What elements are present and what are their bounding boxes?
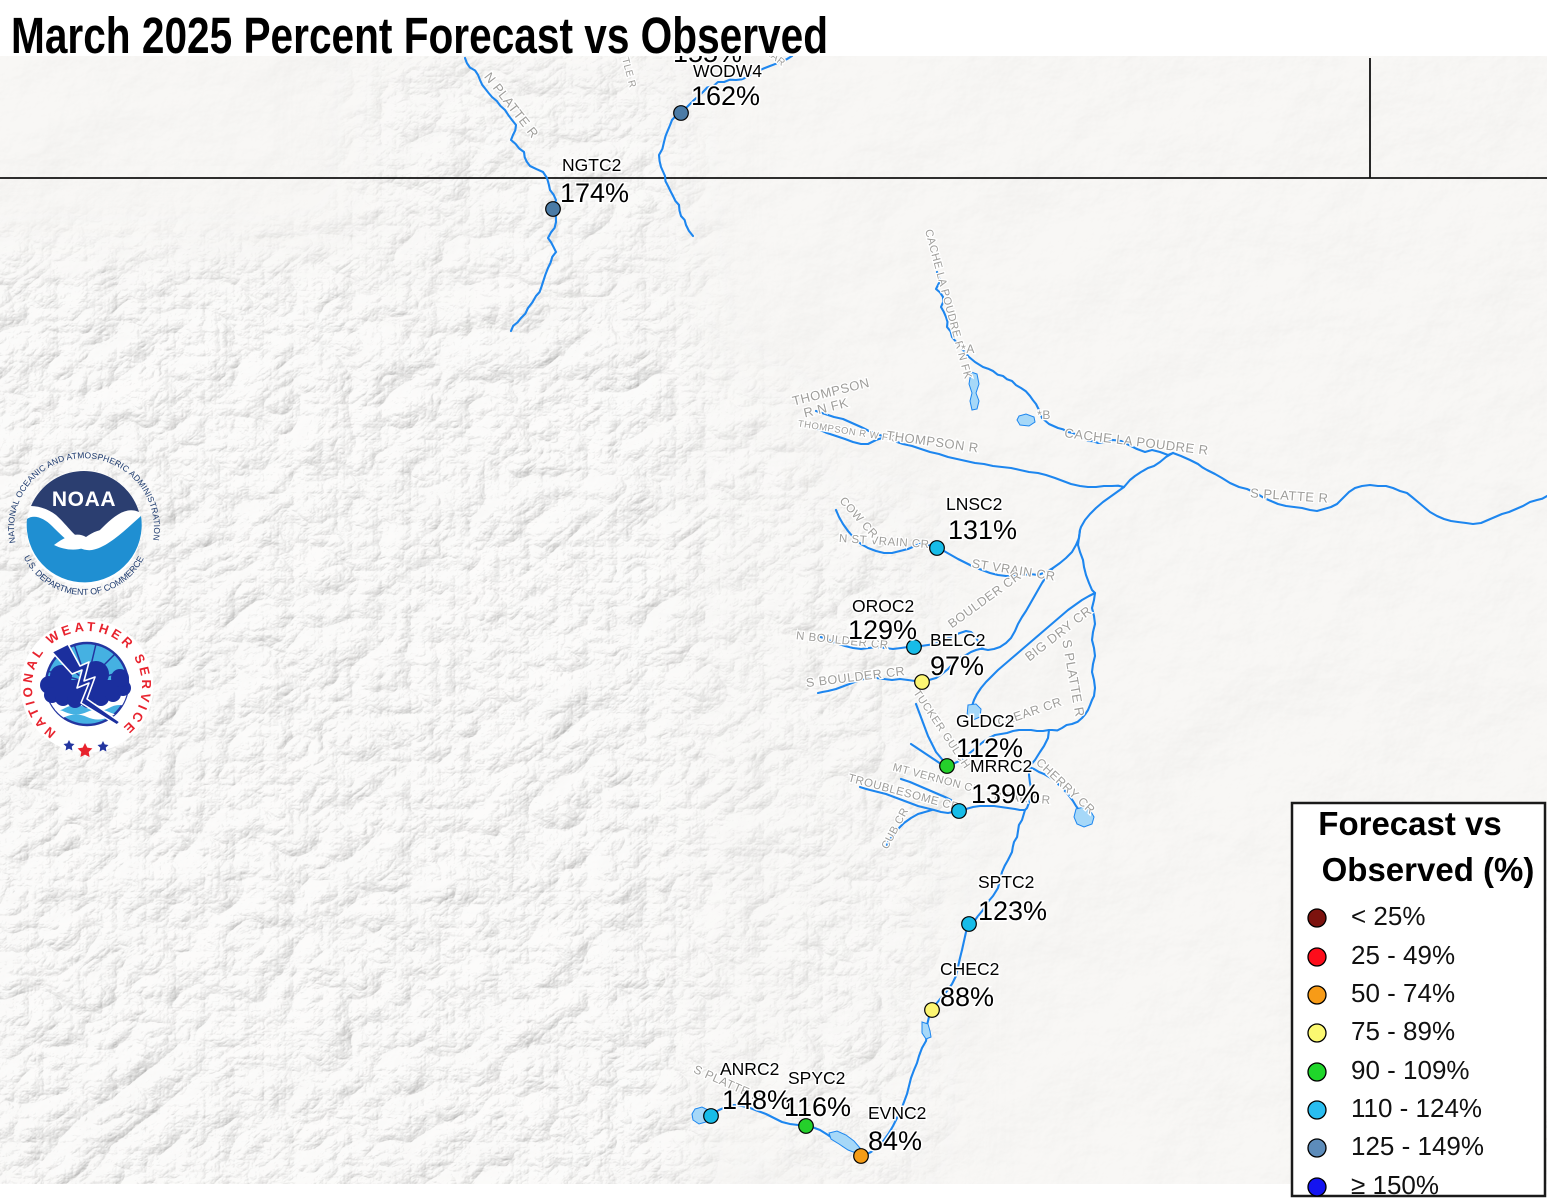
svg-text:139%: 139% xyxy=(971,779,1040,809)
svg-text:NGTC2: NGTC2 xyxy=(562,155,621,175)
svg-text:148%: 148% xyxy=(722,1085,791,1115)
svg-text:84%: 84% xyxy=(868,1126,922,1156)
svg-text:SPTC2: SPTC2 xyxy=(978,872,1034,892)
svg-text:S PLATTE R: S PLATTE R xyxy=(1250,485,1329,505)
svg-text:*B: *B xyxy=(1037,408,1051,422)
svg-text:90 - 109%: 90 - 109% xyxy=(1351,1055,1470,1085)
svg-text:March 2025 Percent Forecast vs: March 2025 Percent Forecast vs Observed xyxy=(11,7,828,64)
svg-text:WODW4: WODW4 xyxy=(693,61,762,81)
svg-text:155%: 155% xyxy=(673,38,742,68)
svg-text:MRRC2: MRRC2 xyxy=(970,756,1032,776)
svg-text:162%: 162% xyxy=(691,81,760,111)
svg-text:< 25%: < 25% xyxy=(1351,901,1425,931)
svg-text:Forecast vs: Forecast vs xyxy=(1318,805,1501,842)
svg-text:116%: 116% xyxy=(784,1092,851,1122)
svg-text:SPYC2: SPYC2 xyxy=(788,1068,845,1088)
svg-text:125 - 149%: 125 - 149% xyxy=(1351,1131,1484,1161)
svg-text:110 - 124%: 110 - 124% xyxy=(1351,1093,1482,1123)
svg-text:131%: 131% xyxy=(948,515,1017,545)
svg-text:≥ 150%: ≥ 150% xyxy=(1351,1170,1439,1199)
svg-text:75 - 89%: 75 - 89% xyxy=(1351,1016,1455,1046)
svg-text:*A: *A xyxy=(961,342,975,356)
svg-text:ANRC2: ANRC2 xyxy=(720,1059,779,1079)
svg-text:123%: 123% xyxy=(978,896,1047,926)
svg-text:129%: 129% xyxy=(848,615,917,645)
svg-text:EVNC2: EVNC2 xyxy=(868,1103,926,1123)
svg-text:97%: 97% xyxy=(930,651,984,681)
svg-text:BELC2: BELC2 xyxy=(930,630,985,650)
svg-text:112%: 112% xyxy=(956,733,1023,763)
svg-text:NOAA: NOAA xyxy=(52,488,116,511)
svg-text:LNSC2: LNSC2 xyxy=(946,494,1002,514)
svg-text:174%: 174% xyxy=(560,178,629,208)
svg-text:CHEC2: CHEC2 xyxy=(940,959,999,979)
svg-text:BEAR CR: BEAR CR xyxy=(993,789,1051,807)
svg-text:88%: 88% xyxy=(940,982,994,1012)
svg-text:OROC2: OROC2 xyxy=(852,596,914,616)
svg-text:50 - 74%: 50 - 74% xyxy=(1351,978,1455,1008)
svg-text:25 - 49%: 25 - 49% xyxy=(1351,940,1455,970)
svg-text:Observed (%): Observed (%) xyxy=(1322,851,1535,888)
svg-text:GLDC2: GLDC2 xyxy=(956,711,1014,731)
